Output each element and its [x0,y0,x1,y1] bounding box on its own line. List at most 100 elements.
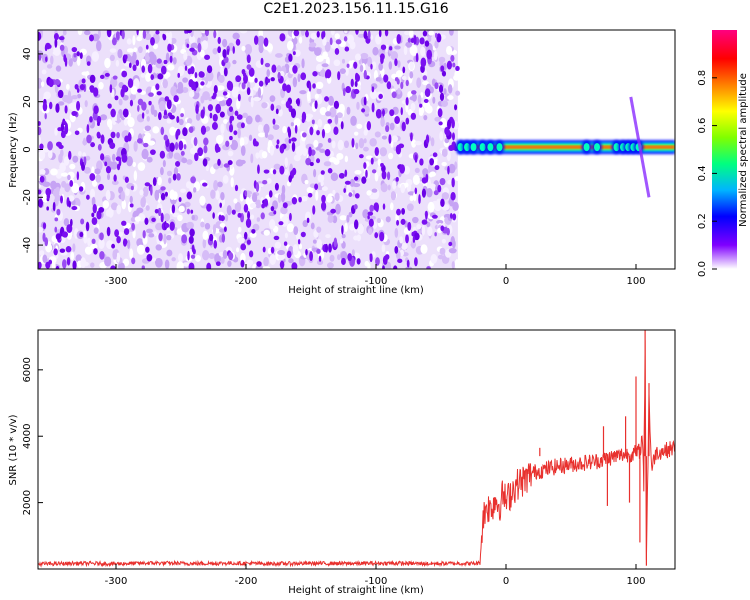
noise-texture [363,138,367,144]
noise-texture [142,186,149,197]
noise-texture [212,224,216,235]
noise-speckle [396,208,401,216]
noise-speckle [52,201,56,212]
noise-speckle [394,77,399,82]
noise-speckle [45,188,52,196]
spectrogram-y-ticks: -40 -20 0 20 40 [22,48,43,253]
noise-speckle [419,158,424,166]
noise-speckle [327,168,333,174]
noise-speckle [76,171,80,181]
noise-texture [204,222,211,230]
noise-speckle [222,48,227,59]
noise-texture [369,194,378,200]
noise-speckle [411,231,415,237]
noise-texture [146,30,150,34]
noise-texture [321,186,328,192]
noise-texture [315,55,324,62]
noise-speckle [110,131,116,139]
spike-feature [629,96,651,198]
noise-speckle [142,230,146,239]
noise-texture [127,117,135,128]
noise-speckle [96,210,102,220]
noise-speckle [240,122,245,129]
noise-texture [441,148,448,158]
noise-speckle [121,30,125,40]
noise-speckle [64,105,68,114]
noise-speckle [110,108,116,118]
noise-texture [47,149,53,159]
noise-speckle [160,186,166,191]
noise-texture [199,195,206,206]
noise-texture [242,112,248,119]
noise-texture [389,122,395,131]
noise-texture [324,41,331,52]
noise-texture [202,250,210,261]
noise-speckle [124,176,129,183]
noise-speckle [215,261,221,267]
noise-speckle [53,248,58,256]
noise-texture [251,192,258,203]
noise-texture [443,253,447,264]
noise-speckle [262,180,268,185]
noise-speckle [450,55,455,62]
noise-speckle [423,98,429,103]
noise-speckle [353,61,358,69]
noise-speckle [343,36,348,42]
noise-speckle [426,49,433,60]
noise-texture [281,100,286,105]
noise-texture [122,258,130,267]
noise-texture [433,50,438,61]
noise-speckle [152,177,157,187]
noise-speckle [223,67,228,77]
noise-texture [454,259,460,269]
noise-texture [222,38,228,48]
noise-speckle [380,44,387,50]
noise-speckle [248,67,255,77]
noise-texture [104,256,112,267]
noise-texture [84,246,93,255]
noise-speckle [171,204,176,214]
noise-speckle [212,212,215,219]
noise-texture [452,201,459,212]
noise-texture [126,48,134,53]
noise-texture [155,258,163,268]
noise-texture [403,45,408,56]
noise-texture [202,230,209,240]
y-tick-label: 6000 [22,357,33,382]
noise-texture [286,223,295,233]
noise-speckle [78,186,84,192]
colorbar-label: Normalized spectral amplitude [738,73,749,227]
noise-texture [134,216,141,222]
noise-texture [416,77,422,89]
noise-speckle [109,84,113,94]
noise-speckle [315,158,321,164]
noise-texture [178,205,185,213]
noise-speckle [301,111,307,122]
noise-texture [441,100,449,108]
noise-speckle [421,177,428,184]
noise-texture [313,124,318,130]
noise-speckle [211,122,218,130]
noise-texture [405,266,413,269]
noise-texture [132,161,137,167]
noise-speckle [99,232,104,241]
noise-speckle [438,121,443,126]
noise-texture [418,106,425,115]
noise-speckle [60,195,64,204]
noise-speckle [288,175,293,183]
y-tick-label: -40 [22,237,33,253]
noise-texture [446,150,451,162]
noise-texture [216,85,222,91]
noise-texture [218,74,225,83]
noise-speckle [190,176,196,184]
noise-speckle [99,74,105,80]
noise-texture [243,261,252,268]
noise-speckle [378,93,383,99]
noise-texture [42,181,51,187]
noise-speckle [59,248,66,253]
noise-speckle [76,88,80,93]
noise-texture [50,180,57,190]
noise-speckle [246,239,252,245]
noise-texture [269,145,275,156]
noise-texture [146,115,150,122]
